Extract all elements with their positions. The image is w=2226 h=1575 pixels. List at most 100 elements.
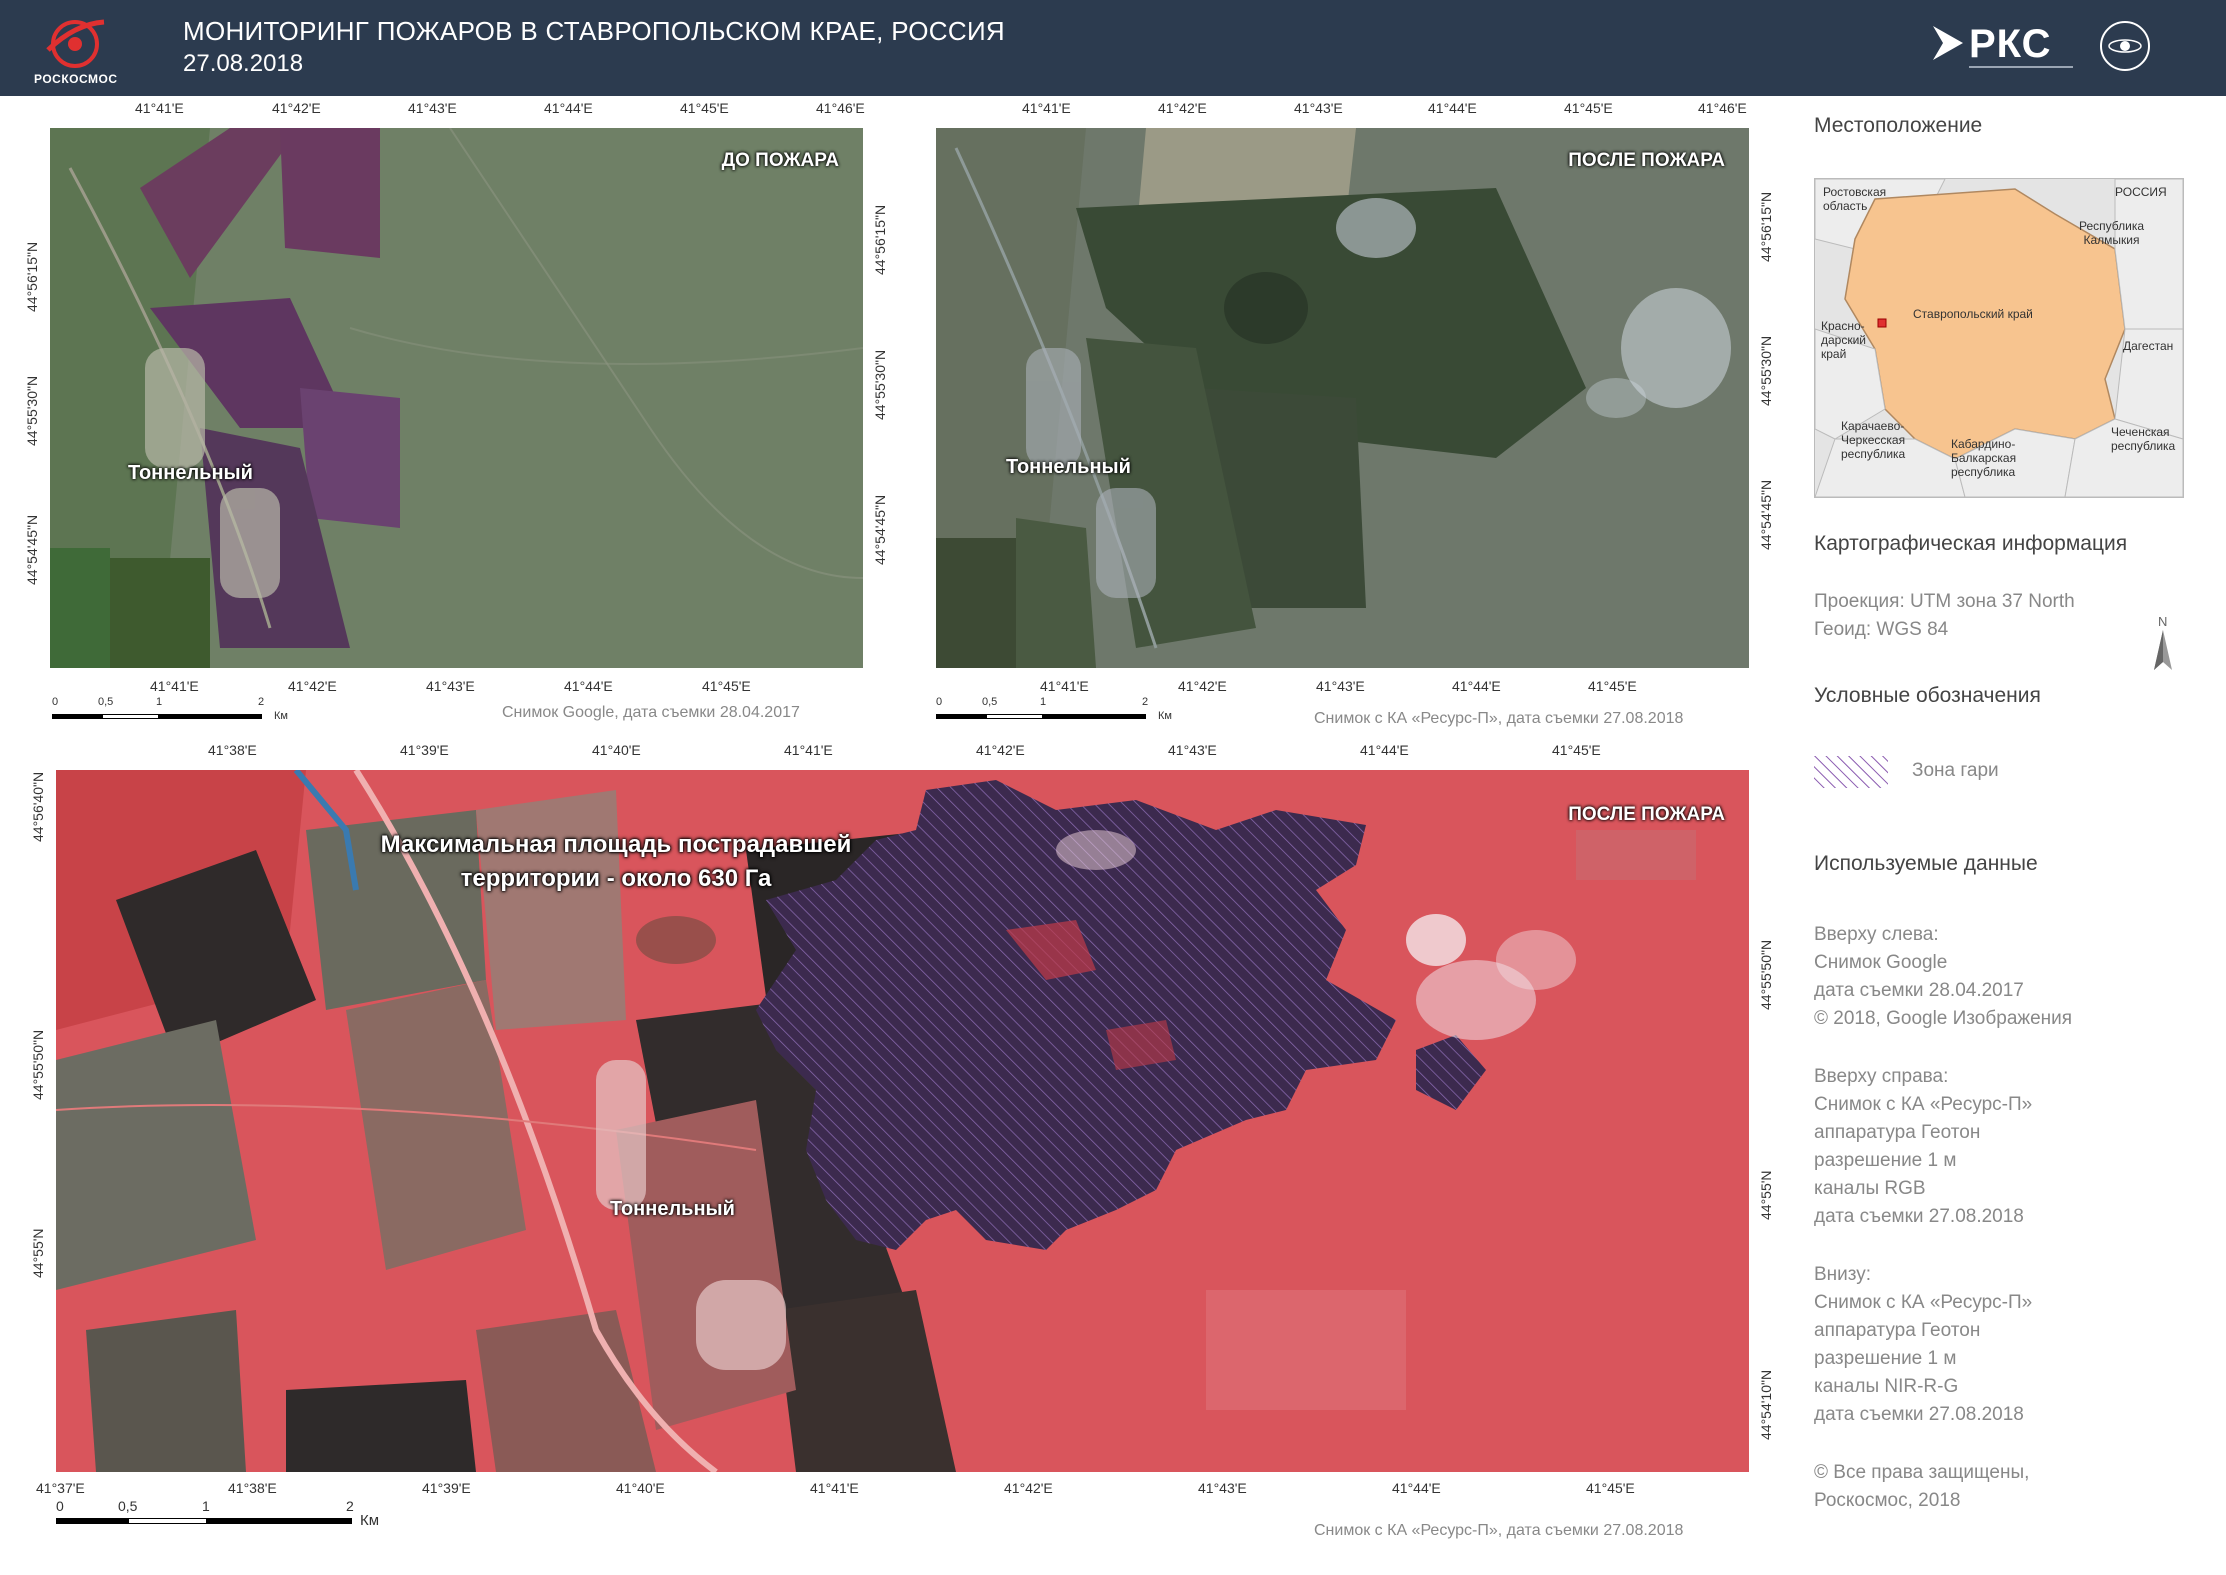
rks-logo-text: РКС <box>1969 22 2052 66</box>
ntsomz-emblem-icon <box>2100 21 2150 71</box>
burn-area-annotation-line2: территории - около 630 Га <box>460 865 772 892</box>
coord-label: 41°43'E <box>408 100 457 116</box>
coord-label: 41°37'E <box>36 1480 85 1496</box>
burn-zone-legend-icon <box>1814 756 1888 788</box>
coord-label: 44°55'50"N <box>30 1029 46 1100</box>
coord-label: 41°41'E <box>150 678 199 694</box>
coord-label: 44°56'40"N <box>30 771 46 842</box>
coord-label: 41°41'E <box>1022 100 1071 116</box>
image-credit: Снимок Google, дата съемки 28.04.2017 <box>502 704 800 721</box>
scale-tick: 1 <box>156 696 163 708</box>
coord-label: 41°43'E <box>1294 100 1343 116</box>
after-fire-label: ПОСЛЕ ПОЖАРА <box>1568 150 1725 171</box>
north-arrow-icon <box>2154 630 2172 670</box>
fire-location-marker <box>1877 318 1887 328</box>
coord-label: 41°38'E <box>208 742 257 758</box>
after-fire-label: ПОСЛЕ ПОЖАРА <box>1568 804 1725 825</box>
coord-label: 41°43'E <box>1168 742 1217 758</box>
rks-mark-icon <box>1933 26 1963 60</box>
scale-tick: 1 <box>1040 696 1047 708</box>
data-top-left: Вверху слева: Снимок Google дата съемки … <box>1814 924 2073 1029</box>
map-after-fire-rgb: ПОСЛЕ ПОЖАРА Тоннельный <box>936 128 1749 668</box>
coord-label: 41°40'E <box>592 742 641 758</box>
coord-label: 41°42'E <box>1004 1480 1053 1496</box>
page-title: МОНИТОРИНГ ПОЖАРОВ В СТАВРОПОЛЬСКОМ КРАЕ… <box>183 16 1006 46</box>
coord-label: 44°54'45"N <box>872 494 888 565</box>
inset-label: Республика Калмыкия <box>2079 219 2145 247</box>
coord-label: 44°56'15"N <box>24 241 40 312</box>
copyright: © Все права защищены, Роскосмос, 2018 <box>1814 1462 2030 1511</box>
inset-label: Красно- дарский край <box>1821 319 1867 361</box>
coord-label: 44°54'10"N <box>1758 1369 1774 1440</box>
coord-label: 41°44'E <box>1452 678 1501 694</box>
map-after-fire-nir: ПОСЛЕ ПОЖАРА Максимальная площадь постра… <box>56 770 1749 1472</box>
scale-tick: 2 <box>258 696 265 708</box>
carto-text: Проекция: UTM зона 37 North Геоид: WGS 8… <box>1814 591 2075 640</box>
satellite-image-after-rgb <box>936 128 1749 668</box>
map-before-fire: ДО ПОЖАРА Тоннельный <box>50 128 863 668</box>
coord-label: 41°46'E <box>816 100 865 116</box>
coord-label: 44°54'45"N <box>24 514 40 585</box>
rks-logo-underline <box>1969 66 2073 72</box>
coord-label: 44°54'45"N <box>1758 479 1774 550</box>
burn-area-annotation: Максимальная площадь пострадавшей террит… <box>356 828 876 896</box>
coord-label: 44°55'30"N <box>1758 335 1774 406</box>
coord-label: 44°55'30"N <box>872 349 888 420</box>
town-label: Тоннельный <box>610 1198 735 1220</box>
satellite-image-before <box>50 128 863 668</box>
coord-label: 41°45'E <box>1552 742 1601 758</box>
coord-label: 41°42'E <box>1178 678 1227 694</box>
legend-item-label: Зона гари <box>1912 760 1999 781</box>
scale-unit: Км <box>274 710 288 722</box>
image-credit: Снимок с КА «Ресурс-П», дата съемки 27.0… <box>1314 1522 1684 1539</box>
data-title: Используемые данные <box>1814 852 2038 875</box>
scale-tick: 1 <box>202 1498 210 1514</box>
before-fire-label: ДО ПОЖАРА <box>721 150 839 171</box>
roscosmos-logo-text: РОСКОСМОС <box>34 72 118 86</box>
coord-label: 44°56'15"N <box>872 204 888 275</box>
coord-label: 41°39'E <box>422 1480 471 1496</box>
coord-label: 41°41'E <box>1040 678 1089 694</box>
inset-label: Ставропольский край <box>1913 307 2033 321</box>
scale-tick: 0,5 <box>98 696 114 708</box>
inset-label: Кабардино- Балкарская республика <box>1951 437 2017 479</box>
coord-label: 41°41'E <box>135 100 184 116</box>
satellite-image-after-nir <box>56 770 1749 1472</box>
coord-label: 41°41'E <box>810 1480 859 1496</box>
coord-label: 41°40'E <box>616 1480 665 1496</box>
coord-label: 41°45'E <box>1564 100 1613 116</box>
coord-label: 41°46'E <box>1698 100 1747 116</box>
coord-label: 41°42'E <box>288 678 337 694</box>
coord-label: 41°44'E <box>1392 1480 1441 1496</box>
scale-tick: 0,5 <box>118 1498 138 1514</box>
data-top-right: Вверху справа: Снимок с КА «Ресурс-П» ап… <box>1814 1066 2033 1227</box>
coord-label: 41°44'E <box>1360 742 1409 758</box>
coord-label: 44°55'50"N <box>1758 939 1774 1010</box>
header-bar: РОСКОСМОС МОНИТОРИНГ ПОЖАРОВ В СТАВРОПОЛ… <box>0 0 2226 96</box>
scale-tick: 0,5 <box>982 696 998 708</box>
coord-label: 41°45'E <box>702 678 751 694</box>
data-bottom: Внизу: Снимок с КА «Ресурс-П» аппаратура… <box>1814 1264 2033 1425</box>
town-label: Тоннельный <box>1006 456 1131 478</box>
coord-label: 41°45'E <box>1588 678 1637 694</box>
inset-label: Ростовская область <box>1823 185 1887 213</box>
page-date: 27.08.2018 <box>183 50 304 77</box>
coord-label: 41°44'E <box>1428 100 1477 116</box>
rks-logo: РКС <box>1933 22 2073 72</box>
coord-label: 44°55'30"N <box>24 375 40 446</box>
image-credit: Снимок с КА «Ресурс-П», дата съемки 27.0… <box>1314 710 1684 727</box>
scale-tick: 2 <box>346 1498 354 1514</box>
inset-label: Дагестан <box>2123 339 2174 353</box>
coord-label: 44°56'15"N <box>1758 191 1774 262</box>
scale-tick: 0 <box>936 696 943 708</box>
burn-area-annotation-line1: Максимальная площадь пострадавшей <box>380 831 852 858</box>
north-label: N <box>2158 614 2168 629</box>
coord-label: 41°45'E <box>680 100 729 116</box>
carto-title: Картографическая информация <box>1814 532 2128 555</box>
legend-title: Условные обозначения <box>1814 684 2041 707</box>
location-inset-map: РОССИЯ Ростовская область Республика Кал… <box>1814 178 2184 498</box>
coord-label: 41°41'E <box>784 742 833 758</box>
coord-label: 41°42'E <box>272 100 321 116</box>
inset-label: РОССИЯ <box>2115 185 2167 199</box>
coord-label: 41°44'E <box>564 678 613 694</box>
